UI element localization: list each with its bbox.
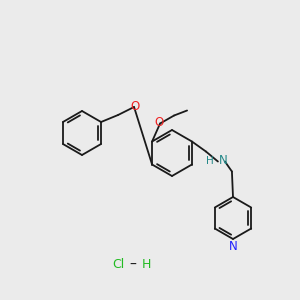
Text: Cl: Cl xyxy=(112,259,124,272)
Text: N: N xyxy=(219,154,228,167)
Text: N: N xyxy=(229,240,237,253)
Text: –: – xyxy=(130,258,136,272)
Text: H: H xyxy=(206,155,214,166)
Text: H: H xyxy=(141,259,151,272)
Text: O: O xyxy=(154,116,164,129)
Text: O: O xyxy=(130,100,140,112)
